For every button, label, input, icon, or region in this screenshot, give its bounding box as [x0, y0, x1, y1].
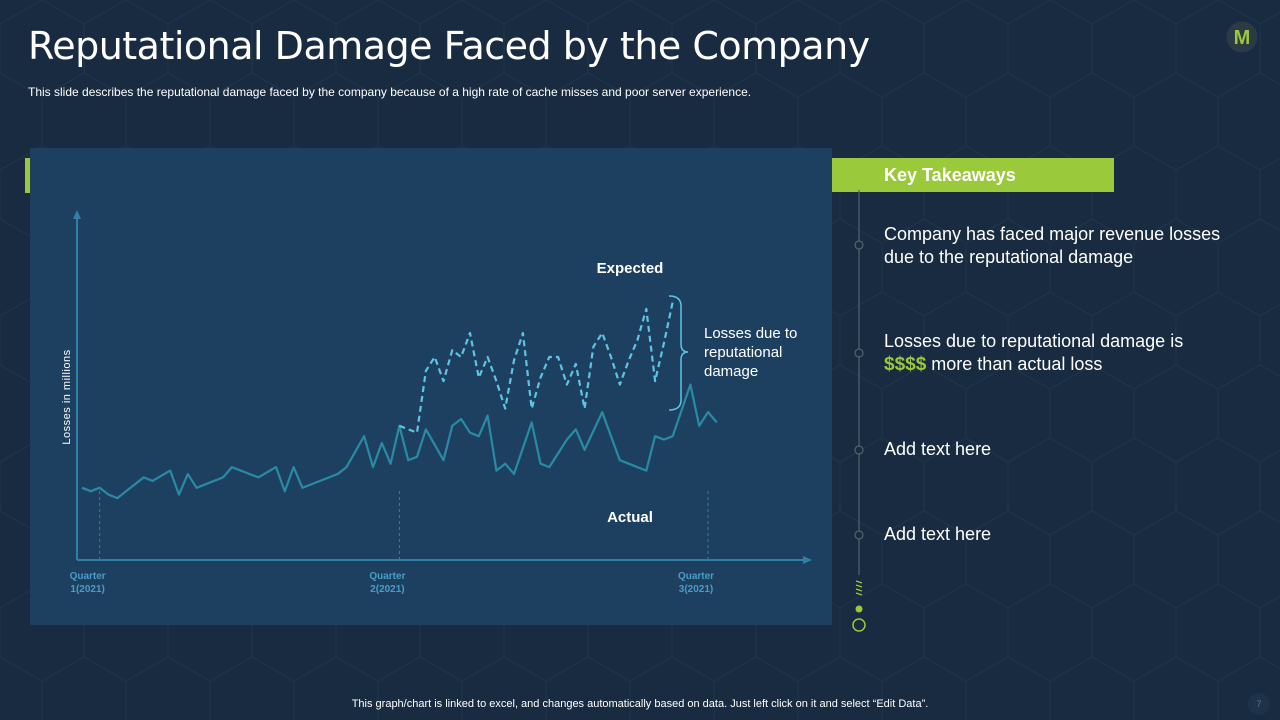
takeaway-item-3: Add text here	[884, 439, 992, 459]
x-tick-group: Quarter 1(2021) Quarter 2(2021) Quarter 3(202…	[70, 488, 714, 595]
series-actual-line[interactable]	[81, 383, 718, 500]
takeaway-highlight: $$$$	[884, 354, 927, 375]
timeline-end-dot	[855, 605, 863, 613]
bracket-annotation-line-2: reputational	[704, 344, 782, 361]
page-number: 7	[1248, 693, 1270, 715]
losses-line-chart[interactable]: Losses in millions Quarter 1(2021)Quarter…	[30, 148, 832, 625]
y-axis-arrow-icon	[73, 210, 81, 219]
accent-bar-left	[25, 158, 31, 193]
y-axis-label: Losses in millions	[61, 349, 73, 444]
logo-letter: M	[1234, 27, 1251, 49]
timeline-dot	[854, 348, 864, 358]
timeline-dot	[854, 445, 864, 455]
losses-bracket	[668, 295, 689, 411]
takeaway-item-2-suffix: more than actual loss	[931, 354, 1103, 374]
page-subtitle: This slide describes the reputational da…	[28, 85, 752, 99]
x-tick-label-3: Quarter 3(2021)	[678, 571, 714, 595]
series-expected-line[interactable]	[398, 301, 674, 434]
takeaway-item-1: Company has faced major revenue losses d…	[884, 224, 1221, 267]
x-axis-arrow-icon	[803, 556, 812, 564]
timeline-dot	[854, 530, 864, 540]
takeaway-item-2-text: Losses due to reputational damage is	[884, 331, 1184, 351]
bracket-annotation-line-1: Losses due to	[704, 325, 797, 342]
m-logo-icon: M	[1226, 21, 1258, 53]
takeaways-timeline	[852, 190, 866, 632]
x-tick-label-1: Quarter 1(2021)	[70, 571, 106, 595]
takeaway-item-2: Losses due to reputational damage is $$$…	[884, 330, 1224, 376]
chart-panel[interactable]: Losses in millions Quarter 1(2021) Quarter…	[30, 148, 832, 625]
x-tick-label-2: Quarter 2(2021)	[369, 571, 405, 595]
footer-note: This graph/chart is linked to excel, and…	[351, 698, 929, 710]
timeline-end-ring	[852, 618, 866, 632]
series-group	[81, 301, 718, 500]
bracket-annotation: Losses due to reputational damage	[704, 325, 802, 380]
timeline-dot	[854, 240, 864, 250]
bracket-annotation-line-3: damage	[704, 363, 758, 380]
expected-label: Expected	[597, 260, 664, 277]
page-title: Reputational Damage Faced by the Company	[28, 24, 870, 68]
key-takeaways-header: Key Takeaways	[832, 158, 1114, 192]
takeaway-item-4: Add text here	[884, 524, 992, 544]
actual-label: Actual	[607, 509, 653, 526]
